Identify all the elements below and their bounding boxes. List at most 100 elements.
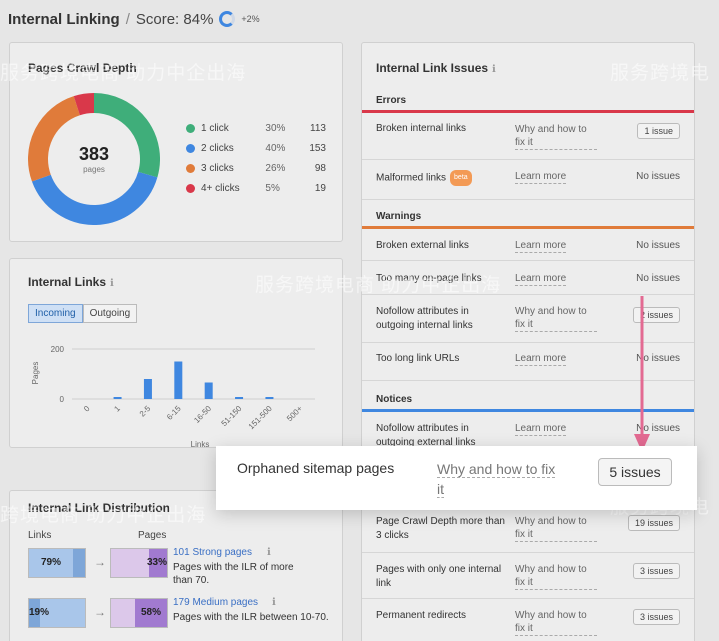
info-icon[interactable]: ℹ [267,547,271,558]
score-ring-icon [219,11,236,27]
legend-value: 153 [309,142,326,154]
issue-name: Nofollow attributes in outgoing internal… [376,306,473,331]
bar-2-5[interactable] [143,379,152,399]
info-icon[interactable]: ℹ [272,597,276,608]
issues-count-button[interactable]: 19 issues [627,515,680,531]
score-label: Score: 84% [135,10,214,28]
title-separator: / [125,10,130,28]
internal-links-title-text: Internal Links [28,275,107,289]
learn-more-link[interactable]: Learn more [515,423,567,436]
legend-pct: 26% [265,162,286,174]
medium-pages-link[interactable]: 179 Medium pages [173,597,259,608]
internal-links-title: Internal Links ℹ [28,275,114,289]
bar-1[interactable] [113,397,122,399]
issues-status: No issues [636,273,680,284]
tab-outgoing[interactable]: Outgoing [82,304,138,323]
why-how-link[interactable]: Why and how to fix it [515,563,597,590]
issues-count-button[interactable]: 2 issues [632,307,680,323]
page-title: Internal Linking [8,10,120,28]
issues-count-button[interactable]: 3 issues [632,563,680,579]
y-tick-label: 0 [60,395,65,404]
why-how-link[interactable]: Why and how to fix it [437,461,556,498]
legend-label: 2 clicks [201,142,234,154]
donut-slice-3[interactable] [73,93,95,116]
issues-title-text: Internal Link Issues [376,61,489,75]
distribution-title: Internal Link Distribution [28,501,171,515]
issue-row-too-many: Too many on-page links Learn more No iss… [362,261,694,295]
issues-status: No issues [636,353,680,364]
issue-row-broken-internal: Broken internal links Why and how to fix… [362,113,694,160]
distribution-card: Internal Link Distribution Links Pages 7… [9,490,343,641]
why-how-link[interactable]: Why and how to fix it [515,609,597,636]
issue-name: Orphaned sitemap pages [237,460,395,476]
legend-row-1-click[interactable]: 1 click 30% 113 [186,118,326,138]
legend-row-2-clicks[interactable]: 2 clicks 40% 153 [186,138,326,158]
dist-row-strong[interactable]: 79% → 33% 101 Strong pages ℹ Pages with … [28,547,338,586]
legend-value: 113 [310,122,326,134]
legend-label: 3 clicks [201,162,234,174]
x-tick-label: 500+ [285,404,304,423]
learn-more-link[interactable]: Learn more [515,240,567,253]
x-tick-label: 2-5 [138,404,153,419]
why-how-link[interactable]: Why and how to fix it [515,515,597,542]
links-pct: 19% [29,607,50,618]
crawl-depth-title: Pages Crawl Depth [28,61,137,75]
learn-more-link[interactable]: Learn more [515,171,567,184]
bar-6-15[interactable] [174,361,183,400]
section-errors: Errors [376,95,407,106]
issue-name: Nofollow attributes in outgoing external… [376,423,476,448]
y-axis-label: Pages [31,362,40,385]
why-how-link[interactable]: Why and how to fix it [515,123,597,150]
legend-value: 19 [314,182,326,194]
crawl-depth-donut: 383 pages [28,93,160,225]
learn-more-link[interactable]: Learn more [515,353,567,366]
donut-slice-0[interactable] [93,93,160,178]
legend-row-3-clicks[interactable]: 3 clicks 26% 98 [186,158,326,178]
notices-divider [362,409,694,412]
bar-51-150[interactable] [235,397,244,399]
highlighted-issue-orphaned-sitemap: Orphaned sitemap pages Why and how to fi… [216,446,697,510]
issues-status: No issues [636,423,680,434]
bar-151-500[interactable] [265,397,274,399]
donut-slice-2[interactable] [28,96,81,182]
pages-bar: 33% [110,548,168,578]
learn-more-link[interactable]: Learn more [515,273,567,286]
links-pct: 79% [41,557,62,568]
issues-count-button[interactable]: 3 issues [632,609,680,625]
issues-title: Internal Link Issues ℹ [376,61,496,75]
links-bar: 79% [28,548,86,578]
legend-label: 4+ clicks [201,182,240,194]
annotation-arrow-icon [634,296,650,452]
dist-row-medium[interactable]: 19% → 58% 179 Medium pages ℹ Pages with … [28,597,338,628]
issues-count-button[interactable]: 5 issues [598,458,672,486]
internal-links-chart: 0 200 Pages 0 1 2-5 6-15 16-50 51-150 151-500 500+… [31,345,315,449]
bar-16-50[interactable] [204,382,213,400]
info-icon[interactable]: ℹ [110,278,114,289]
x-tick-label: 0 [82,404,92,414]
issue-name: Permanent redirects [376,610,467,621]
info-icon[interactable]: ℹ [492,64,496,75]
donut-slice-1[interactable] [31,171,158,225]
legend-dot-4plus-clicks [186,183,195,193]
pages-pct: 58% [141,607,162,618]
crawl-depth-card: Pages Crawl Depth 383 pages 1 click 30% … [9,42,343,242]
issue-row-long-urls: Too long link URLs Learn more No issues [362,343,694,381]
pages-bar: 58% [110,598,168,628]
donut-total: 383 [78,144,110,164]
legend-pct: 40% [265,142,286,154]
donut-total-label: pages [83,165,105,174]
issue-row-malformed: Malformed links beta Learn more No issues [362,160,694,200]
tab-incoming[interactable]: Incoming [28,304,83,323]
links-direction-toggle: Incoming Outgoing [28,304,138,323]
legend-row-4plus-clicks[interactable]: 4+ clicks 5% 19 [186,178,326,198]
why-how-link[interactable]: Why and how to fix it [515,305,597,332]
issues-count-button[interactable]: 1 issue [637,123,680,139]
issue-name: Broken external links [376,240,469,251]
legend-value: 98 [314,162,326,174]
x-tick-label: 151-500 [247,404,275,432]
issue-row-broken-external: Broken external links Learn more No issu… [362,229,694,261]
issue-name: Pages with only one internal link [376,564,502,589]
x-axis-label: Links [191,440,210,449]
issue-row-permanent-redirects: Permanent redirects Why and how to fix i… [362,599,694,641]
strong-pages-link[interactable]: 101 Strong pages [173,547,252,558]
